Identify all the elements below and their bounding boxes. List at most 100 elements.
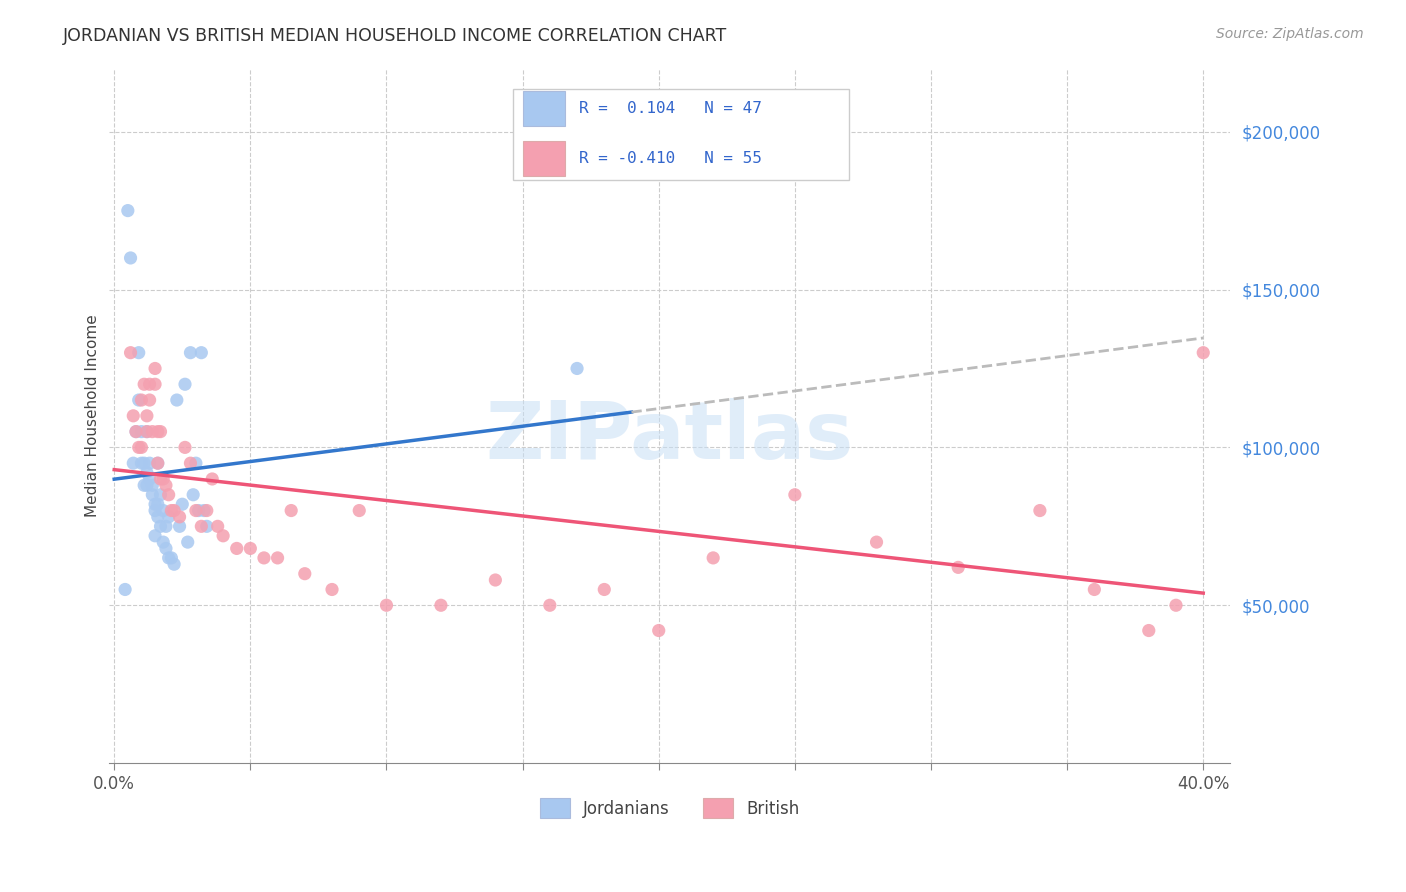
Point: [146, 456, 169, 470]
Text: ZIPatlas: ZIPatlas: [485, 398, 853, 475]
Point: [375, 599, 398, 613]
Point: [593, 582, 616, 597]
Text: Source: ZipAtlas.com: Source: ZipAtlas.com: [1216, 27, 1364, 41]
Point: [125, 425, 148, 439]
Point: [225, 541, 247, 556]
Point: [538, 599, 561, 613]
FancyBboxPatch shape: [523, 141, 565, 177]
Point: [141, 425, 163, 439]
Point: [143, 503, 166, 517]
Point: [169, 509, 191, 524]
Point: [1192, 345, 1215, 359]
Legend: Jordanians, British: Jordanians, British: [533, 792, 806, 824]
Point: [155, 478, 177, 492]
Point: [141, 488, 163, 502]
Point: [195, 519, 218, 533]
Point: [201, 472, 224, 486]
Point: [128, 392, 150, 407]
Point: [187, 503, 209, 517]
Point: [157, 509, 180, 524]
Point: [149, 425, 172, 439]
Point: [138, 392, 160, 407]
Point: [152, 535, 174, 549]
Point: [135, 409, 157, 423]
Point: [163, 503, 186, 517]
Point: [294, 566, 316, 581]
Point: [783, 488, 806, 502]
Point: [179, 456, 201, 470]
Point: [117, 203, 139, 218]
Point: [135, 478, 157, 492]
Point: [135, 425, 157, 439]
FancyBboxPatch shape: [523, 91, 565, 126]
Point: [149, 519, 172, 533]
Point: [157, 488, 180, 502]
Point: [190, 345, 212, 359]
Point: [152, 472, 174, 486]
Point: [125, 425, 148, 439]
Point: [207, 519, 229, 533]
Point: [138, 377, 160, 392]
Point: [134, 377, 156, 392]
Point: [172, 497, 194, 511]
Point: [143, 377, 166, 392]
Point: [430, 599, 453, 613]
Point: [135, 466, 157, 480]
Point: [149, 472, 172, 486]
Point: [155, 541, 177, 556]
Point: [179, 345, 201, 359]
Point: [146, 497, 169, 511]
Point: [160, 550, 183, 565]
Text: R = -0.410   N = 55: R = -0.410 N = 55: [579, 151, 762, 166]
Point: [157, 550, 180, 565]
Point: [565, 361, 588, 376]
Y-axis label: Median Household Income: Median Household Income: [86, 315, 100, 517]
Point: [648, 624, 671, 638]
Point: [114, 582, 136, 597]
Text: R =  0.104   N = 47: R = 0.104 N = 47: [579, 101, 762, 116]
Point: [280, 503, 302, 517]
Point: [143, 497, 166, 511]
Point: [253, 550, 276, 565]
Point: [865, 535, 887, 549]
Point: [1083, 582, 1105, 597]
Point: [128, 441, 150, 455]
Point: [122, 456, 145, 470]
Point: [174, 377, 197, 392]
Point: [1164, 599, 1187, 613]
Point: [160, 503, 183, 517]
Point: [195, 503, 218, 517]
Point: [948, 560, 970, 574]
Point: [163, 558, 186, 572]
Point: [131, 425, 153, 439]
Point: [484, 573, 506, 587]
Point: [181, 488, 204, 502]
Point: [1137, 624, 1160, 638]
Point: [143, 529, 166, 543]
Point: [134, 478, 156, 492]
Point: [174, 441, 197, 455]
Point: [143, 361, 166, 376]
Point: [128, 345, 150, 359]
Point: [212, 529, 235, 543]
Point: [321, 582, 343, 597]
Point: [184, 503, 207, 517]
Point: [239, 541, 262, 556]
Point: [146, 456, 169, 470]
FancyBboxPatch shape: [513, 89, 849, 179]
Point: [152, 503, 174, 517]
Point: [266, 550, 288, 565]
Point: [166, 392, 188, 407]
Point: [1029, 503, 1052, 517]
Point: [120, 251, 142, 265]
Point: [184, 456, 207, 470]
Point: [190, 519, 212, 533]
Point: [193, 503, 215, 517]
Point: [349, 503, 371, 517]
Point: [131, 441, 153, 455]
Point: [149, 488, 172, 502]
Point: [122, 409, 145, 423]
Point: [120, 345, 142, 359]
Point: [138, 472, 160, 486]
Point: [169, 519, 191, 533]
